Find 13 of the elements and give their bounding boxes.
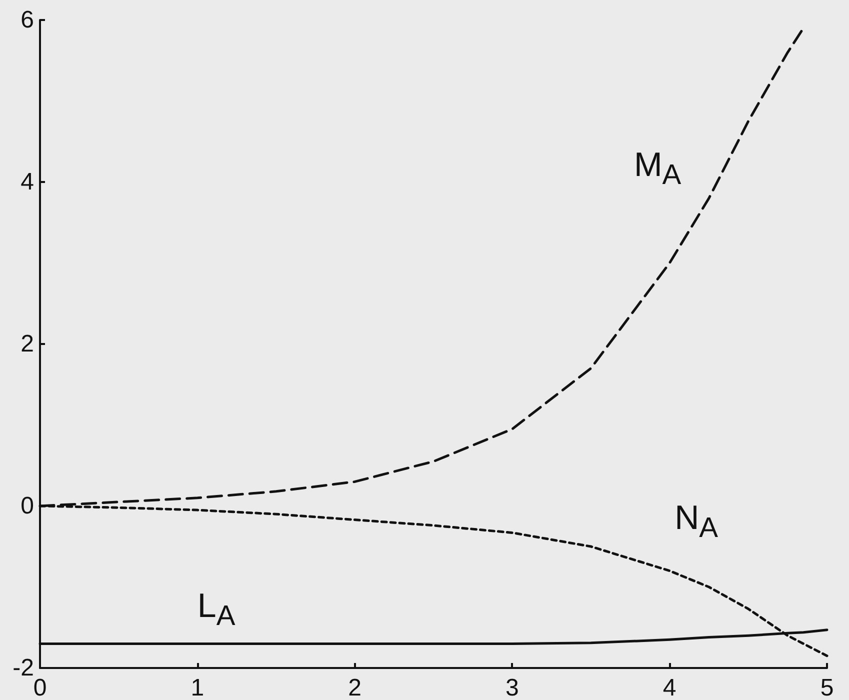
series-label: L$_{A}$ bbox=[197, 586, 236, 632]
y-tick-label: 4 bbox=[20, 168, 34, 196]
x-tick-label: 1 bbox=[190, 674, 204, 700]
x-tick-label: 4 bbox=[662, 674, 676, 700]
y-tick-label: 0 bbox=[20, 492, 34, 520]
y-tick-label: 6 bbox=[20, 6, 34, 34]
x-tick-label: 2 bbox=[348, 674, 362, 700]
series-label: M$_{A}$ bbox=[634, 146, 682, 191]
y-tick-label: -2 bbox=[12, 654, 34, 682]
series-label: N$_{A}$ bbox=[674, 498, 718, 544]
y-tick-label: 2 bbox=[20, 330, 34, 358]
x-tick-label: 3 bbox=[506, 674, 519, 700]
x-tick-label: 5 bbox=[820, 674, 834, 700]
